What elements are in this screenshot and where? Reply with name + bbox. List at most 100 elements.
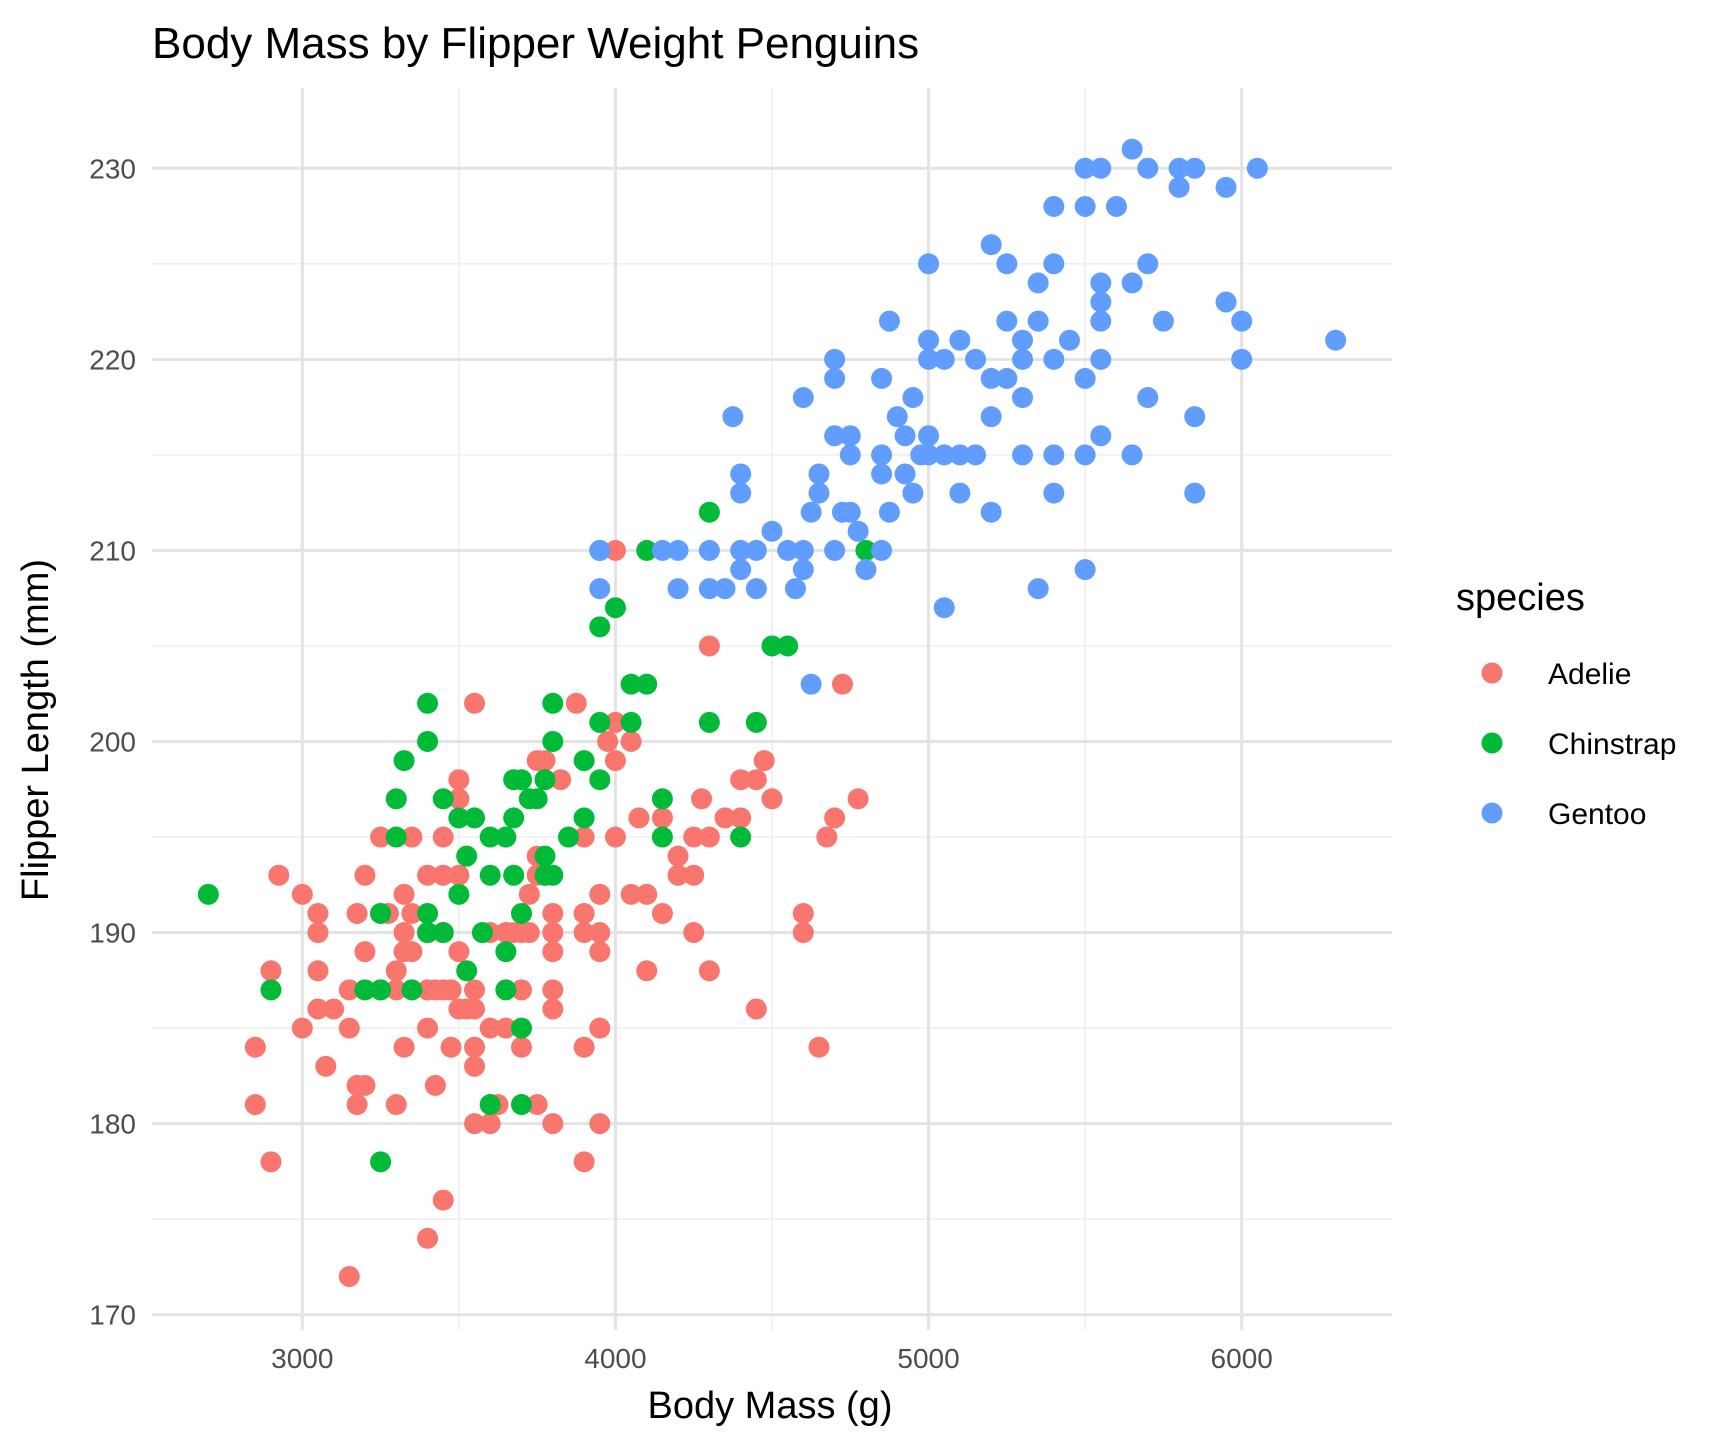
data-point-gentoo	[792, 539, 814, 561]
data-point-gentoo	[878, 501, 900, 523]
data-point-adelie	[479, 1017, 501, 1039]
data-point-chinstrap	[432, 788, 454, 810]
data-point-chinstrap	[557, 826, 579, 848]
data-point-chinstrap	[534, 769, 556, 791]
data-point-adelie	[589, 883, 611, 905]
legend-label: Adelie	[1548, 658, 1631, 691]
data-point-gentoo	[1152, 310, 1174, 332]
chart-title: Body Mass by Flipper Weight Penguins	[152, 19, 919, 68]
data-point-adelie	[573, 922, 595, 944]
data-point-adelie	[573, 1151, 595, 1173]
series-gentoo	[589, 138, 1347, 695]
data-point-chinstrap	[456, 845, 478, 867]
legend-item-adelie: Adelie	[1481, 658, 1631, 691]
data-point-adelie	[417, 1227, 439, 1249]
data-point-adelie	[573, 902, 595, 924]
data-point-chinstrap	[620, 711, 642, 733]
data-point-chinstrap	[777, 635, 799, 657]
data-point-adelie	[338, 979, 360, 1001]
data-point-adelie	[745, 769, 767, 791]
data-point-adelie	[464, 1113, 486, 1135]
data-point-chinstrap	[636, 539, 658, 561]
data-point-gentoo	[1074, 367, 1096, 389]
data-point-chinstrap	[573, 807, 595, 829]
data-point-gentoo	[730, 482, 752, 504]
data-point-adelie	[432, 1189, 454, 1211]
data-point-adelie	[440, 1036, 462, 1058]
data-point-adelie	[683, 922, 705, 944]
data-point-gentoo	[1090, 291, 1112, 313]
data-point-gentoo	[839, 501, 861, 523]
data-point-adelie	[604, 826, 626, 848]
data-point-adelie	[354, 864, 376, 886]
data-point-chinstrap	[542, 730, 564, 752]
data-point-gentoo	[1137, 157, 1159, 179]
data-point-gentoo	[1058, 329, 1080, 351]
data-point-gentoo	[980, 234, 1002, 256]
data-point-gentoo	[894, 463, 916, 485]
data-point-chinstrap	[417, 730, 439, 752]
data-point-adelie	[526, 1094, 548, 1116]
data-point-gentoo	[918, 253, 940, 275]
data-point-gentoo	[1090, 348, 1112, 370]
data-point-adelie	[479, 1113, 501, 1135]
data-point-adelie	[244, 1094, 266, 1116]
data-point-gentoo	[894, 425, 916, 447]
data-point-gentoo	[965, 444, 987, 466]
data-point-adelie	[628, 807, 650, 829]
data-point-gentoo	[980, 501, 1002, 523]
y-axis-label: Flipper Length (mm)	[15, 559, 57, 901]
data-point-chinstrap	[526, 788, 548, 810]
data-point-gentoo	[792, 559, 814, 581]
data-point-chinstrap	[510, 1017, 532, 1039]
data-point-gentoo	[1215, 176, 1237, 198]
data-point-gentoo	[1012, 387, 1034, 409]
data-point-adelie	[464, 998, 486, 1020]
data-point-gentoo	[871, 444, 893, 466]
data-point-chinstrap	[370, 979, 392, 1001]
data-point-adelie	[542, 998, 564, 1020]
data-point-gentoo	[1090, 157, 1112, 179]
data-point-gentoo	[1121, 444, 1143, 466]
data-point-gentoo	[722, 406, 744, 428]
data-point-adelie	[401, 941, 423, 963]
data-point-gentoo	[824, 367, 846, 389]
data-point-gentoo	[949, 444, 971, 466]
data-point-gentoo	[918, 348, 940, 370]
data-point-chinstrap	[620, 673, 642, 695]
data-point-gentoo	[808, 463, 830, 485]
data-point-adelie	[401, 902, 423, 924]
data-point-adelie	[346, 1094, 368, 1116]
data-point-chinstrap	[589, 616, 611, 638]
data-point-gentoo	[800, 673, 822, 695]
x-tick-label: 3000	[271, 1343, 333, 1374]
data-point-adelie	[691, 788, 713, 810]
data-point-gentoo	[1184, 157, 1206, 179]
data-point-gentoo	[698, 578, 720, 600]
data-point-gentoo	[996, 253, 1018, 275]
data-point-gentoo	[839, 444, 861, 466]
data-point-adelie	[346, 902, 368, 924]
data-point-adelie	[417, 864, 439, 886]
data-points	[197, 138, 1347, 1287]
data-point-gentoo	[745, 578, 767, 600]
data-point-chinstrap	[464, 807, 486, 829]
data-point-chinstrap	[542, 692, 564, 714]
data-point-adelie	[354, 941, 376, 963]
data-point-chinstrap	[448, 807, 470, 829]
data-point-chinstrap	[503, 807, 525, 829]
data-point-adelie	[440, 979, 462, 1001]
data-point-adelie	[761, 788, 783, 810]
data-point-gentoo	[933, 597, 955, 619]
data-point-gentoo	[871, 367, 893, 389]
data-point-chinstrap	[354, 979, 376, 1001]
data-point-gentoo	[730, 559, 752, 581]
data-point-chinstrap	[479, 1094, 501, 1116]
data-point-gentoo	[1168, 157, 1190, 179]
data-point-adelie	[604, 539, 626, 561]
data-point-gentoo	[1027, 272, 1049, 294]
data-point-adelie	[542, 922, 564, 944]
data-point-gentoo	[1043, 348, 1065, 370]
data-point-gentoo	[1137, 253, 1159, 275]
data-point-chinstrap	[456, 960, 478, 982]
